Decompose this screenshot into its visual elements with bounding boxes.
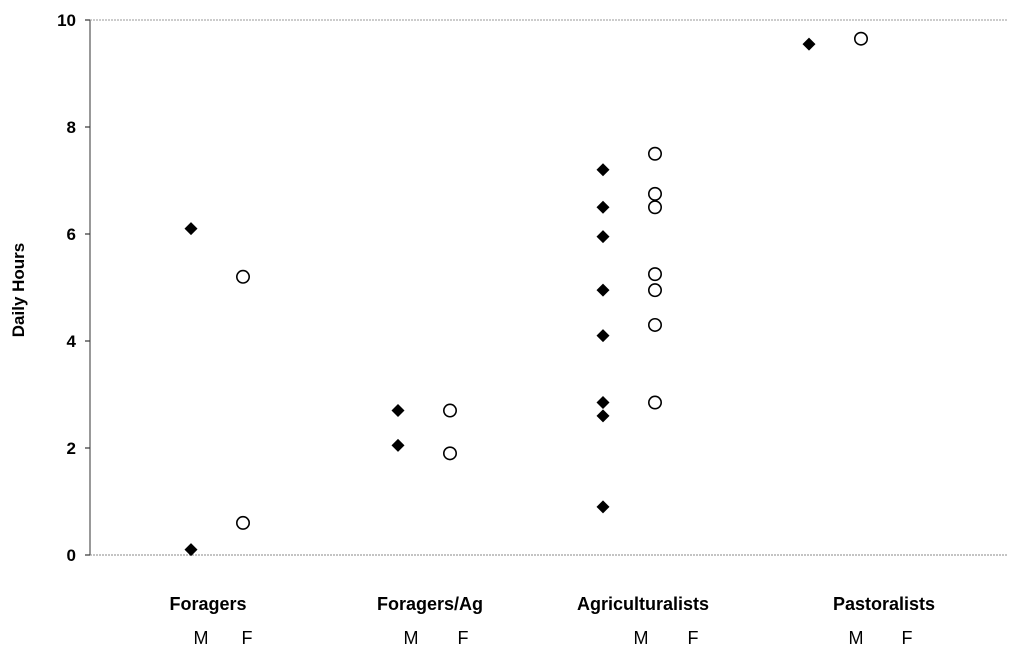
x-sex-label: M [634, 628, 649, 648]
male-point-diamond [596, 500, 610, 514]
female-point-circle [853, 31, 868, 46]
plot-frame [89, 19, 1008, 556]
male-point-diamond [596, 396, 610, 410]
female-point-circle [647, 186, 662, 201]
male-point-diamond [596, 230, 610, 244]
y-tick-label: 2 [67, 439, 76, 458]
female-point-circle [647, 146, 662, 161]
female-point-circle [442, 403, 457, 418]
x-sex-label: M [849, 628, 864, 648]
x-group-label: Foragers/Ag [377, 594, 483, 614]
x-sex-label: M [404, 628, 419, 648]
female-point-circle [647, 283, 662, 298]
x-group-label: Pastoralists [833, 594, 935, 614]
female-point-circle [236, 515, 251, 530]
y-tick-label: 6 [67, 225, 76, 244]
x-sex-label: F [242, 628, 253, 648]
male-point-diamond [596, 200, 610, 214]
x-group-labels: Foragers M F Foragers/Ag M F Agriculturalists M… [169, 594, 935, 648]
female-point-circle [442, 446, 457, 461]
male-point-diamond [596, 329, 610, 343]
female-point-circle [236, 269, 251, 284]
x-sex-label: M [194, 628, 209, 648]
male-point-diamond [802, 37, 816, 51]
x-sex-label: F [902, 628, 913, 648]
female-point-circle [647, 267, 662, 282]
male-point-diamond [596, 283, 610, 297]
y-axis: 0 2 4 6 8 10 [57, 11, 90, 565]
male-point-diamond [391, 438, 405, 452]
data-points [184, 31, 868, 557]
x-sex-label: F [458, 628, 469, 648]
x-group-label: Foragers [169, 594, 246, 614]
x-sex-label: F [688, 628, 699, 648]
male-point-diamond [391, 404, 405, 418]
male-point-diamond [596, 163, 610, 177]
y-tick-label: 0 [67, 546, 76, 565]
y-tick-label: 10 [57, 11, 76, 30]
female-point-circle [647, 317, 662, 332]
y-tick-label: 8 [67, 118, 76, 137]
male-point-diamond [184, 222, 198, 236]
female-point-circle [647, 200, 662, 215]
female-point-circle [647, 395, 662, 410]
y-tick-label: 4 [67, 332, 77, 351]
male-point-diamond [596, 409, 610, 423]
x-group-label: Agriculturalists [577, 594, 709, 614]
male-point-diamond [184, 543, 198, 557]
y-axis-label: Daily Hours [9, 243, 28, 337]
